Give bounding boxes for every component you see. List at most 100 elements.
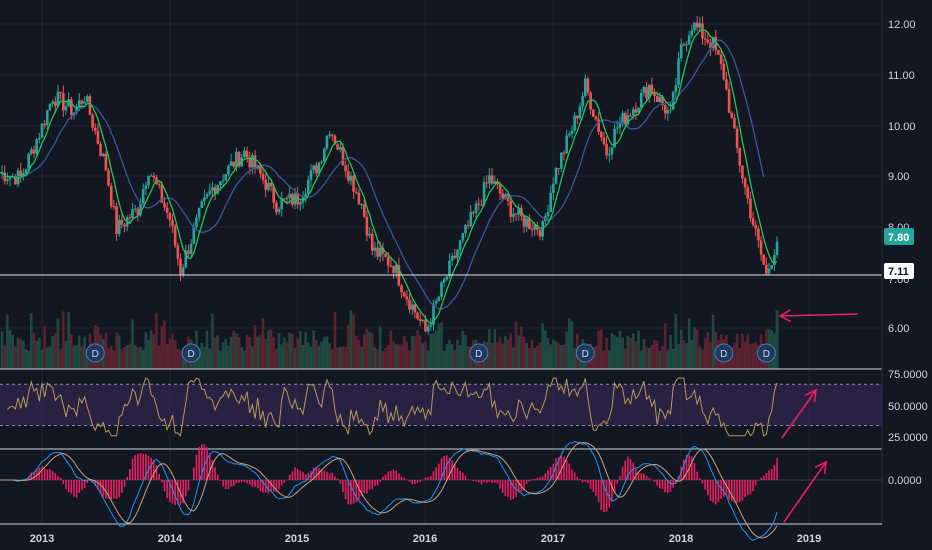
macd-hist-bar <box>770 468 773 480</box>
dividend-marker: D <box>85 343 105 363</box>
macd-hist-bar <box>696 471 698 480</box>
candle-body <box>741 165 744 179</box>
volume-bar <box>333 311 337 369</box>
candle-body <box>621 113 624 123</box>
candle-body <box>144 185 148 190</box>
volume-bar <box>653 339 656 369</box>
candle-body <box>653 93 656 97</box>
candle-body <box>14 175 17 185</box>
macd-hist-bar <box>515 480 517 497</box>
candle-body <box>277 209 281 213</box>
candle-body <box>599 131 603 138</box>
price-tick-label: 6.00 <box>888 323 909 335</box>
arrow-shaft <box>781 389 817 439</box>
candle-body <box>461 233 465 241</box>
volume-bar <box>408 350 411 369</box>
macd-hist-bar <box>600 480 603 510</box>
volume-bar <box>256 336 260 369</box>
volume-bar <box>354 335 358 369</box>
macd-hist-bar <box>320 469 323 480</box>
macd-hist-bar <box>443 456 445 480</box>
macd-hist-bar <box>166 480 168 499</box>
candle-body <box>336 144 339 150</box>
macd-hist-bar <box>118 480 121 498</box>
volume-bar <box>346 324 350 369</box>
dividend-label: D <box>720 349 727 360</box>
candle-body <box>341 147 345 166</box>
macd-hist-bar <box>392 469 395 480</box>
candle-body <box>637 107 640 113</box>
macd-hist-bar <box>611 480 613 503</box>
candle-body <box>623 113 627 125</box>
candle-body <box>91 114 94 128</box>
macd-hist-bar <box>366 480 368 494</box>
macd-hist-bar <box>126 476 129 480</box>
volume-bar <box>610 333 614 369</box>
grid-lines <box>0 0 882 524</box>
candle-body <box>701 23 704 39</box>
volume-bar <box>203 346 206 369</box>
macd-hist-bar <box>70 480 73 494</box>
volume-bar <box>591 347 595 369</box>
candle-body <box>512 213 515 217</box>
candle-body <box>120 219 124 225</box>
candle-body <box>727 89 731 113</box>
candle-body <box>160 185 164 203</box>
volume-bar <box>48 346 52 369</box>
volume-bar <box>690 339 694 369</box>
ma-fast-line <box>0 29 778 325</box>
macd-hist-bar <box>667 480 669 494</box>
macd-hist-bar <box>94 480 97 486</box>
macd-hist-bar <box>137 453 139 480</box>
candle-body <box>394 264 398 273</box>
macd-hist-bar <box>541 476 544 480</box>
candle-body <box>549 192 552 213</box>
volume-bar <box>573 347 576 369</box>
macd-hist-bar <box>51 471 54 480</box>
candle-body <box>251 155 254 168</box>
volume-bar <box>546 338 550 369</box>
volume-bar <box>674 313 678 369</box>
volume-bar <box>533 348 536 369</box>
macd-hist-bar <box>283 480 286 483</box>
macd-hist-bar <box>139 453 142 480</box>
candle-body <box>429 324 433 327</box>
candle-body <box>725 79 728 90</box>
volume-bar <box>197 350 201 369</box>
volume-bar <box>554 341 558 369</box>
candle-body <box>243 150 246 158</box>
candle-body <box>64 106 68 111</box>
candle-body <box>400 285 403 293</box>
macd-hist-bar <box>318 467 320 480</box>
volume-bar <box>3 345 7 369</box>
candle-body <box>392 265 395 273</box>
volume-bar <box>488 329 491 369</box>
candle-body <box>679 44 683 59</box>
candle-body <box>413 304 417 313</box>
price-tick-label: 12.00 <box>888 19 916 31</box>
candle-body <box>437 296 441 301</box>
macd-hist-bar <box>571 469 573 480</box>
macd-hist-bar <box>422 479 424 480</box>
volume-bar <box>43 325 46 369</box>
macd-hist-bar <box>328 473 331 480</box>
candle-body <box>690 30 694 36</box>
candle-body <box>450 255 454 261</box>
candle-body <box>552 183 555 193</box>
volume-bar <box>386 345 390 369</box>
candle-body <box>219 181 222 186</box>
volume-bar <box>549 344 552 369</box>
macd-hist-bar <box>483 480 485 483</box>
volume-bar <box>245 334 249 369</box>
macd-hist-bar <box>387 471 390 480</box>
macd-hist-bar <box>722 480 725 497</box>
volume-bar <box>634 341 638 369</box>
volume-bar <box>125 344 129 369</box>
macd-hist-bar <box>291 471 294 480</box>
volume-bar <box>267 330 270 369</box>
candle-body <box>490 175 494 184</box>
volume-bar <box>291 334 294 369</box>
rsi-axis: 75.0000 50.0000 25.0000 <box>888 369 928 444</box>
macd-hist-bar <box>211 459 214 480</box>
volume-bar <box>152 334 156 369</box>
